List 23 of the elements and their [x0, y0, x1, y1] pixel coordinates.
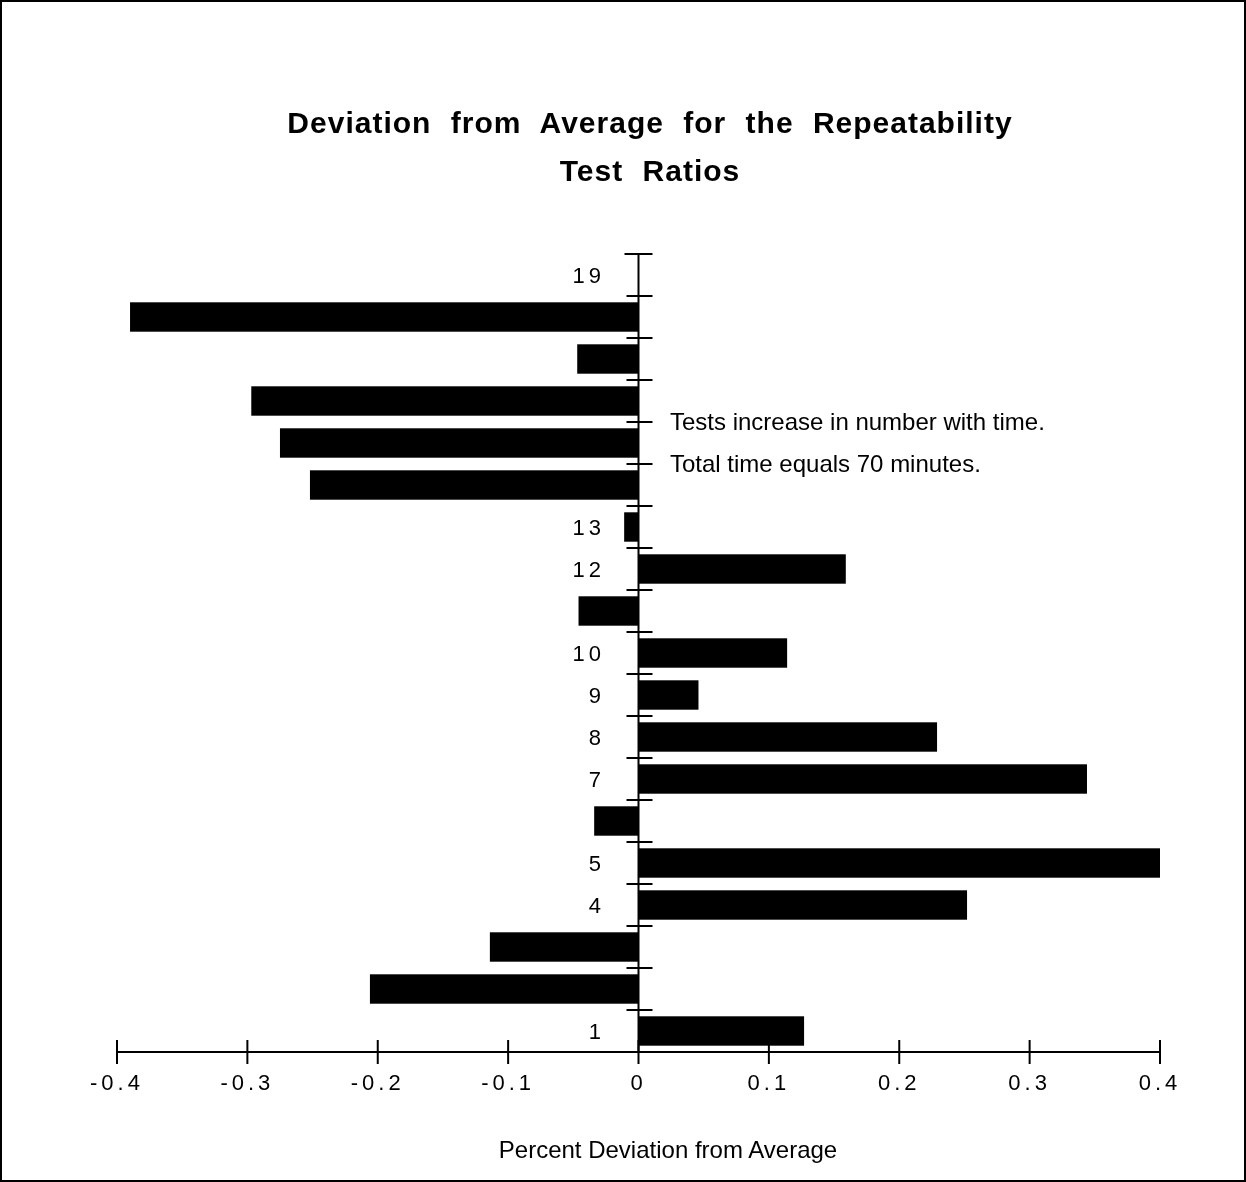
y-tick-label: 8: [588, 724, 605, 750]
y-tick-label: 1: [588, 1018, 605, 1044]
y-tick-label: 13: [572, 514, 605, 540]
chart-title: Deviation from Average for the Repeatability Test Ratios: [287, 106, 1013, 187]
y-tick-label: 7: [588, 766, 605, 792]
x-tick-label: -0.4: [90, 1070, 144, 1095]
y-tick-label: 10: [572, 640, 605, 666]
x-tick-label: -0.1: [481, 1070, 536, 1095]
x-tick-label: 0.2: [877, 1070, 921, 1095]
x-tick-label: 0.1: [747, 1070, 791, 1095]
annotation: Total time equals 70 minutes.: [670, 450, 981, 477]
y-tick-label: 9: [588, 682, 605, 708]
x-tick-label: 0: [630, 1070, 647, 1095]
x-tick-label: -0.2: [350, 1070, 405, 1095]
x-axis-title: Percent Deviation from Average: [498, 1136, 838, 1163]
y-tick-label: 19: [572, 262, 605, 288]
x-tick-label: 0.3: [1008, 1070, 1051, 1095]
y-tick-label: 5: [588, 850, 605, 876]
x-tick-label: 0.4: [1138, 1070, 1182, 1095]
x-tick-label: -0.3: [220, 1070, 275, 1095]
y-tick-label: 12: [572, 556, 605, 582]
y-tick-label: 4: [588, 892, 605, 918]
annotation: Tests increase in number with time.: [670, 408, 1045, 435]
